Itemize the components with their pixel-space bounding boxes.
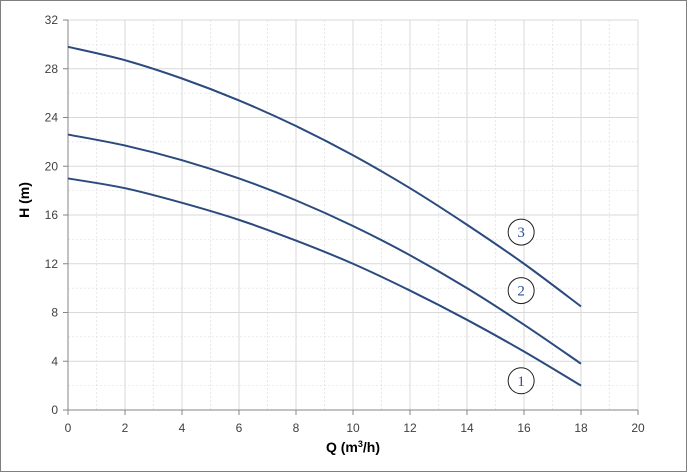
x-tick-label: 16 bbox=[517, 421, 531, 435]
x-tick-labels: 0 2 4 6 8 10 12 14 16 18 20 bbox=[65, 410, 645, 435]
series-line-1 bbox=[67, 177, 582, 387]
x-tick-label: 6 bbox=[236, 421, 243, 435]
x-tick-label: 0 bbox=[65, 421, 72, 435]
x-tick-label: 18 bbox=[574, 421, 588, 435]
y-tick-labels: 0 4 8 12 16 20 24 28 32 bbox=[45, 13, 68, 417]
x-tick-label: 20 bbox=[631, 421, 645, 435]
x-tick-label: 2 bbox=[122, 421, 129, 435]
x-axis-title-q: Q (m bbox=[326, 439, 358, 455]
y-tick-label: 12 bbox=[45, 257, 59, 271]
x-tick-label: 10 bbox=[346, 421, 360, 435]
y-tick-label: 4 bbox=[51, 354, 58, 368]
y-tick-label: 8 bbox=[51, 306, 58, 320]
curve-labels: 1 2 3 bbox=[507, 218, 535, 395]
x-tick-label: 8 bbox=[293, 421, 300, 435]
x-tick-label: 12 bbox=[403, 421, 417, 435]
y-tick-label: 32 bbox=[45, 13, 59, 27]
y-tick-label: 28 bbox=[45, 62, 59, 76]
series-lines bbox=[67, 45, 582, 387]
curve-label-circle-2 bbox=[507, 277, 535, 305]
curve-label-1: 1 bbox=[517, 374, 525, 390]
curve-label-circle-3 bbox=[507, 218, 535, 246]
x-axis-title: Q (m3/h) bbox=[326, 439, 380, 455]
curve-label-circle-1 bbox=[507, 367, 535, 395]
x-axis-title-per-hour: /h) bbox=[363, 439, 380, 455]
y-tick-label: 24 bbox=[45, 111, 59, 125]
y-tick-label: 0 bbox=[51, 403, 58, 417]
y-tick-label: 16 bbox=[45, 208, 59, 222]
y-tick-label: 20 bbox=[45, 159, 59, 173]
curve-label-2: 2 bbox=[517, 284, 525, 300]
x-tick-label: 4 bbox=[179, 421, 186, 435]
series-line-2 bbox=[67, 133, 582, 365]
x-axis-title-superscript: 3 bbox=[358, 439, 363, 449]
series-line-3 bbox=[67, 45, 582, 308]
x-tick-label: 14 bbox=[460, 421, 474, 435]
curve-label-3: 3 bbox=[517, 225, 525, 241]
y-axis-title: H (m) bbox=[16, 182, 32, 218]
grid-lines bbox=[67, 19, 639, 411]
